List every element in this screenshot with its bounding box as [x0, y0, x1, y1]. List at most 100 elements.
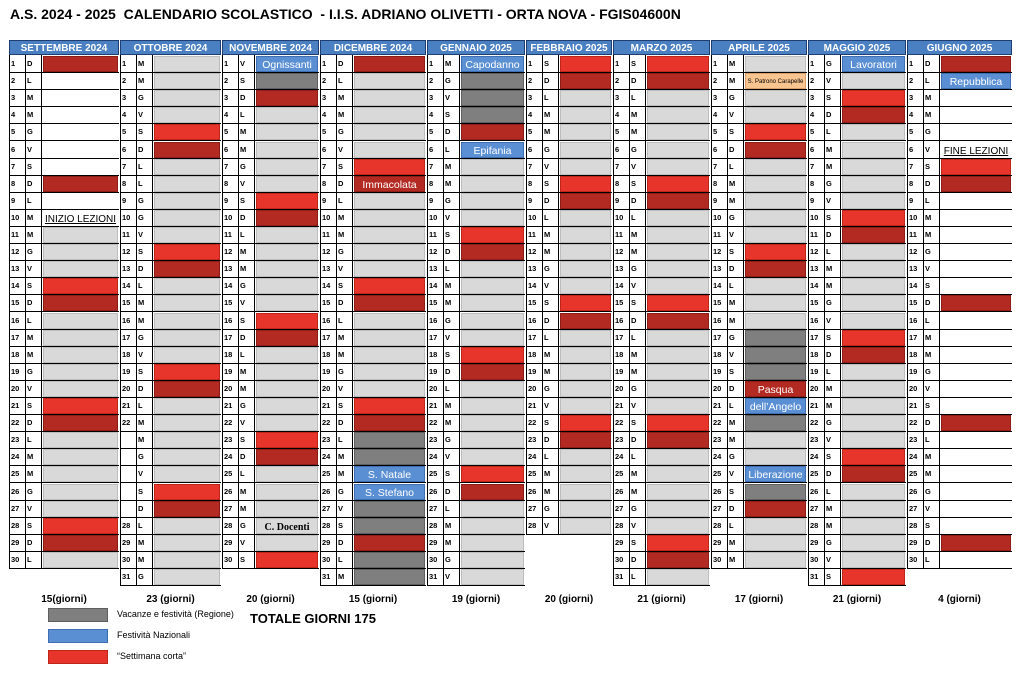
cell-divider — [152, 379, 153, 397]
cell-divider — [939, 208, 940, 226]
day-number: 16 — [810, 315, 819, 325]
cell-divider — [923, 379, 924, 397]
day-status-cell — [647, 398, 709, 414]
cell-divider — [645, 448, 646, 466]
weekday-letter: V — [240, 59, 246, 68]
day-number: 2 — [810, 76, 815, 86]
day-number: 20 — [528, 383, 537, 393]
weekday-letter: D — [925, 537, 931, 547]
weekday-letter: D — [240, 93, 246, 103]
weekday-letter: D — [631, 195, 637, 205]
cell-divider — [558, 191, 559, 209]
weekday-letter: M — [826, 383, 833, 393]
cell-divider — [558, 277, 559, 295]
cell-divider — [840, 568, 841, 585]
day-status-cell — [354, 449, 425, 466]
day-row: 10 G — [120, 208, 221, 227]
day-status-cell — [354, 312, 425, 329]
weekday-letter: D — [729, 383, 735, 393]
weekday-letter: G — [338, 127, 344, 137]
weekday-letter: L — [445, 383, 450, 393]
day-number: 26 — [713, 486, 722, 496]
day-number: 27 — [11, 503, 20, 513]
day-row: 12 G — [9, 243, 119, 262]
cell-divider — [542, 260, 543, 278]
day-status-cell — [154, 380, 220, 397]
day-number: 24 — [810, 452, 819, 462]
day-number: 3 — [528, 93, 533, 103]
weekday-letter: S — [826, 93, 832, 103]
weekday-letter: D — [925, 418, 931, 428]
day-number: 17 — [122, 332, 131, 342]
day-number: 6 — [224, 144, 229, 154]
cell-divider — [443, 431, 444, 449]
cell-divider — [136, 431, 137, 449]
weekday-letter: S — [338, 161, 344, 171]
cell-divider — [41, 414, 42, 432]
day-row: 11 M — [613, 226, 710, 244]
day-number: 24 — [615, 452, 624, 462]
cell-divider — [629, 106, 630, 124]
day-row: D — [120, 499, 221, 518]
cell-divider — [25, 294, 26, 312]
cell-divider — [459, 72, 460, 90]
cell-divider — [136, 533, 137, 551]
weekday-letter: L — [925, 76, 930, 86]
cell-divider — [443, 174, 444, 192]
cell-divider — [824, 243, 825, 261]
day-number: 7 — [713, 161, 718, 171]
day-number: 9 — [322, 195, 327, 205]
day-status-cell: S. Patrono Carapelle — [745, 73, 806, 90]
weekday-letter: D — [27, 298, 33, 308]
month-header: OTTOBRE 2024 — [120, 40, 221, 55]
day-status-cell — [647, 312, 709, 329]
day-row: 24 V — [427, 448, 525, 467]
day-row: 10 L — [526, 208, 612, 227]
day-row: 16 V — [808, 311, 906, 330]
cell-divider — [336, 499, 337, 517]
day-number: 22 — [810, 418, 819, 428]
cell-divider — [824, 533, 825, 551]
cell-divider — [629, 362, 630, 380]
day-number: 3 — [810, 93, 815, 103]
cell-divider — [136, 465, 137, 483]
day-number: 18 — [909, 349, 918, 359]
day-number: 23 — [11, 435, 20, 445]
cell-divider — [824, 89, 825, 107]
weekday-letter: S — [240, 554, 246, 564]
day-row: 26 D — [427, 482, 525, 501]
cell-divider — [254, 448, 255, 466]
day-number: 22 — [909, 418, 918, 428]
day-number: 30 — [224, 554, 233, 564]
day-row: 25 M — [613, 465, 710, 484]
cell-divider — [152, 499, 153, 517]
day-status-cell — [745, 90, 806, 107]
day-row: 27 V — [907, 499, 1012, 518]
weekday-letter: V — [240, 298, 246, 308]
weekday-letter: M — [729, 59, 736, 68]
day-number: 2 — [429, 76, 434, 86]
day-row: 11 M — [907, 226, 1012, 244]
day-number: 21 — [713, 401, 722, 410]
cell-divider — [840, 448, 841, 466]
cell-divider — [840, 208, 841, 226]
weekday-letter: V — [631, 281, 637, 291]
day-row: 13 G — [526, 260, 612, 279]
day-row: 28 M — [808, 516, 906, 535]
month-header: MAGGIO 2025 — [808, 40, 906, 55]
cell-divider — [238, 226, 239, 243]
day-row: 11 M — [526, 226, 612, 244]
day-number: 20 — [11, 383, 20, 393]
day-number: 17 — [528, 332, 537, 342]
day-number: 16 — [429, 315, 438, 325]
weekday-letter: G — [138, 452, 144, 462]
weekday-letter: S — [729, 486, 735, 496]
cell-divider — [645, 345, 646, 363]
weekday-letter: M — [445, 520, 452, 530]
day-number: 29 — [909, 537, 918, 547]
cell-divider — [25, 431, 26, 449]
